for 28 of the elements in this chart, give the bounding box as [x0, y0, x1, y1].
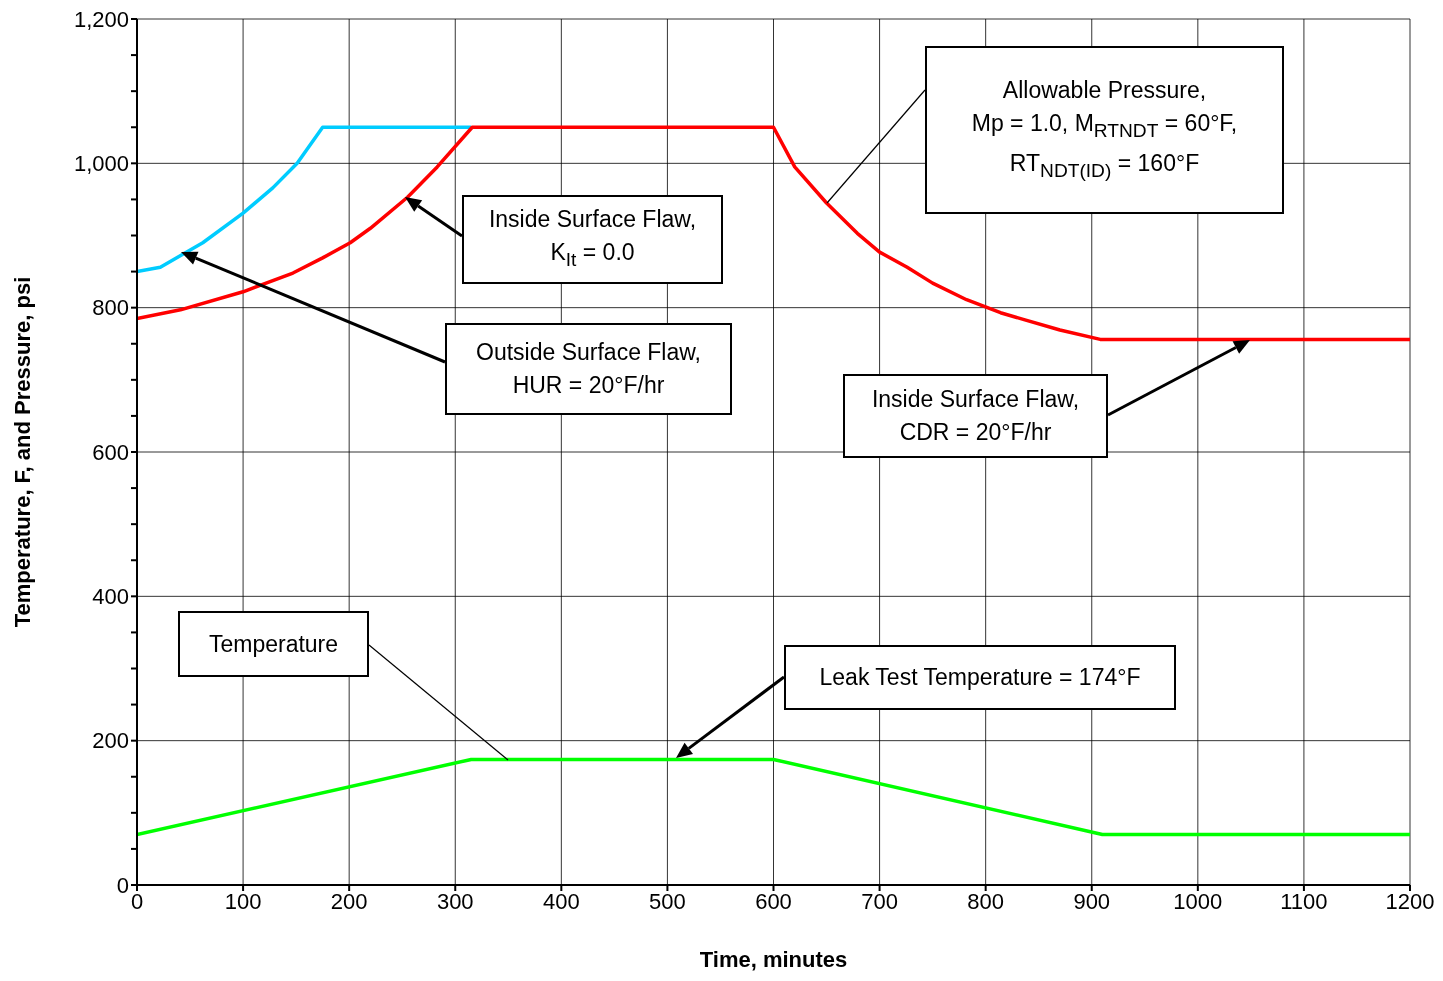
annotation: Inside Surface Flaw, CDR = 20°F/hr — [871, 385, 1080, 447]
x-tick-label: 200 — [330, 888, 368, 914]
annotation: Inside Surface Flaw, K$_{It}$ = 0.0 — [488, 205, 697, 272]
x-tick-label: 700 — [861, 888, 898, 914]
x-tick-label: 900 — [1073, 888, 1111, 914]
y-tick-label: 1,000 — [73, 151, 129, 177]
x-tick-label: 300 — [436, 888, 474, 914]
y-tick-label: 1,200 — [73, 6, 129, 32]
text: Allowable Pressure, Mp = 1.0, M$_{RTNDT}$ = 60°F, RT$_{NDT(ID)}$ = 160°F — [971, 76, 1238, 181]
y-tick-label: 0 — [116, 872, 129, 898]
x-tick-label: 1000 — [1173, 888, 1223, 914]
y-tick-label: 200 — [92, 728, 129, 754]
annotation: Temperature — [208, 629, 339, 659]
x-tick-label: 500 — [649, 888, 686, 914]
y-tick-label: 800 — [92, 295, 129, 321]
annotation: Leak Test Temperature = 174°F — [819, 663, 1141, 692]
x-tick-label: 1200 — [1385, 888, 1435, 914]
y-tick-label: 400 — [92, 584, 129, 610]
y-axis-title: Temperature, F, and Pressure, psi — [10, 276, 35, 628]
annotation: Outside Surface Flaw, HUR = 20°F/hr — [476, 338, 701, 400]
x-tick-label: 1100 — [1280, 888, 1328, 914]
x-axis-title: Time, minutes — [699, 947, 848, 972]
y-tick-label: 600 — [92, 439, 129, 465]
x-tick-label: 100 — [224, 888, 262, 914]
x-tick-label: 400 — [542, 888, 580, 914]
line-series — [137, 125, 473, 274]
x-tick-label: 600 — [755, 888, 792, 914]
x-tick-label: 800 — [967, 888, 1005, 914]
